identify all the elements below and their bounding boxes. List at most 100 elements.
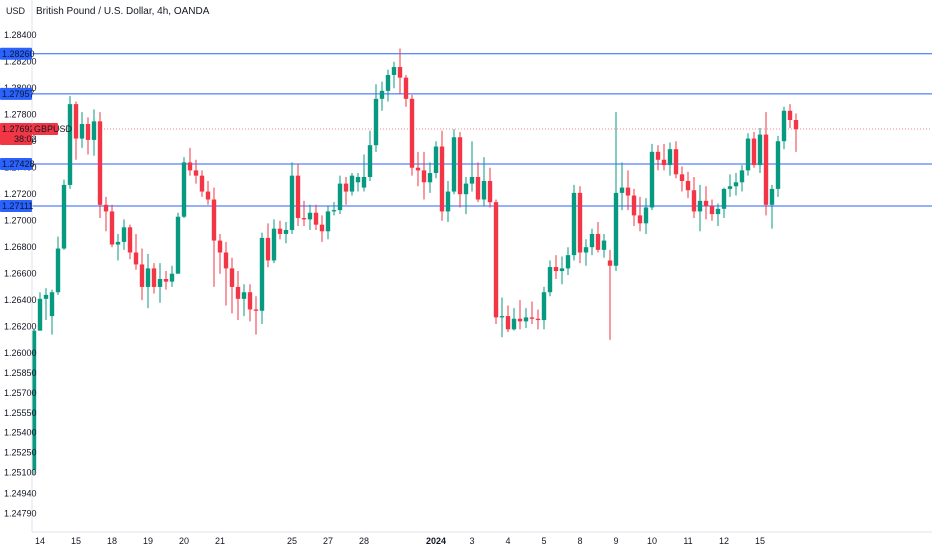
candle[interactable] — [319, 215, 325, 242]
candle[interactable] — [613, 112, 619, 272]
candle[interactable] — [601, 233, 607, 258]
candle[interactable] — [151, 263, 157, 294]
candle[interactable] — [469, 141, 475, 192]
candle[interactable] — [421, 151, 427, 200]
candle[interactable] — [43, 288, 49, 321]
candle[interactable] — [631, 188, 637, 226]
candle[interactable] — [397, 48, 403, 94]
candle[interactable] — [55, 236, 61, 295]
candle[interactable] — [121, 219, 127, 250]
candle[interactable] — [415, 151, 421, 187]
candle[interactable] — [655, 145, 661, 171]
candle[interactable] — [715, 203, 721, 226]
candle[interactable] — [373, 84, 379, 152]
candle[interactable] — [445, 180, 451, 223]
candle[interactable] — [565, 247, 571, 276]
candle[interactable] — [361, 154, 367, 192]
candle[interactable] — [133, 233, 139, 270]
candle[interactable] — [139, 248, 145, 301]
candle[interactable] — [583, 239, 589, 266]
candle[interactable] — [409, 94, 415, 176]
candle[interactable] — [535, 309, 541, 330]
candle[interactable] — [79, 112, 85, 148]
candle[interactable] — [295, 163, 301, 226]
candle[interactable] — [697, 184, 703, 232]
candle[interactable] — [61, 179, 67, 250]
candle[interactable] — [235, 271, 241, 321]
candle[interactable] — [739, 165, 745, 192]
candle[interactable] — [175, 212, 181, 274]
candle[interactable] — [769, 184, 775, 229]
candle[interactable] — [229, 257, 235, 314]
candle[interactable] — [253, 296, 259, 335]
candle[interactable] — [259, 232, 265, 325]
candle[interactable] — [733, 173, 739, 196]
candle[interactable] — [493, 199, 499, 325]
candle[interactable] — [163, 271, 169, 290]
candle[interactable] — [37, 292, 43, 331]
candle[interactable] — [91, 109, 97, 156]
candle[interactable] — [115, 233, 121, 261]
candle[interactable] — [223, 241, 229, 306]
candle[interactable] — [49, 289, 55, 335]
candle[interactable] — [199, 170, 205, 197]
candle[interactable] — [439, 130, 445, 221]
candle[interactable] — [649, 143, 655, 211]
candle[interactable] — [475, 162, 481, 203]
candle[interactable] — [523, 308, 529, 328]
candle[interactable] — [673, 141, 679, 179]
candle[interactable] — [379, 81, 385, 111]
candle[interactable] — [619, 162, 625, 211]
candle[interactable] — [247, 284, 253, 322]
candle[interactable] — [187, 147, 193, 176]
candle[interactable] — [283, 222, 289, 244]
candle[interactable] — [751, 131, 757, 168]
candle[interactable] — [391, 61, 397, 89]
candle[interactable] — [481, 157, 487, 207]
candle[interactable] — [97, 112, 103, 219]
candle[interactable] — [625, 170, 631, 211]
candle[interactable] — [559, 256, 565, 285]
candle[interactable] — [607, 249, 613, 340]
candle[interactable] — [793, 113, 799, 152]
candle[interactable] — [157, 263, 163, 303]
candle[interactable] — [277, 220, 283, 240]
candle[interactable] — [529, 301, 535, 325]
candle[interactable] — [67, 96, 73, 189]
candle[interactable] — [289, 162, 295, 234]
candle[interactable] — [367, 130, 373, 181]
candle[interactable] — [181, 157, 187, 219]
candle[interactable] — [241, 284, 247, 317]
candle[interactable] — [685, 171, 691, 199]
candle[interactable] — [103, 196, 109, 232]
candle[interactable] — [127, 224, 133, 260]
candle[interactable] — [541, 286, 547, 330]
candle[interactable] — [553, 255, 559, 279]
candle[interactable] — [721, 187, 727, 219]
candle[interactable] — [451, 129, 457, 195]
candle[interactable] — [337, 175, 343, 215]
candle[interactable] — [757, 127, 763, 174]
candle[interactable] — [307, 204, 313, 230]
candle[interactable] — [547, 260, 553, 297]
candle[interactable] — [193, 159, 199, 184]
candle[interactable] — [355, 173, 361, 192]
candle[interactable] — [505, 305, 511, 332]
candle[interactable] — [85, 117, 91, 155]
candle[interactable] — [577, 186, 583, 264]
candle[interactable] — [775, 135, 781, 197]
candle[interactable] — [403, 74, 409, 107]
candle[interactable] — [703, 186, 709, 220]
candle[interactable] — [265, 223, 271, 268]
candle[interactable] — [781, 106, 787, 150]
candle[interactable] — [499, 297, 505, 338]
candle[interactable] — [595, 222, 601, 253]
candle[interactable] — [301, 200, 307, 226]
candle[interactable] — [313, 204, 319, 230]
candle[interactable] — [571, 184, 577, 261]
candle[interactable] — [727, 174, 733, 197]
candle[interactable] — [691, 176, 697, 219]
candle[interactable] — [73, 101, 79, 160]
candle[interactable] — [763, 112, 769, 216]
